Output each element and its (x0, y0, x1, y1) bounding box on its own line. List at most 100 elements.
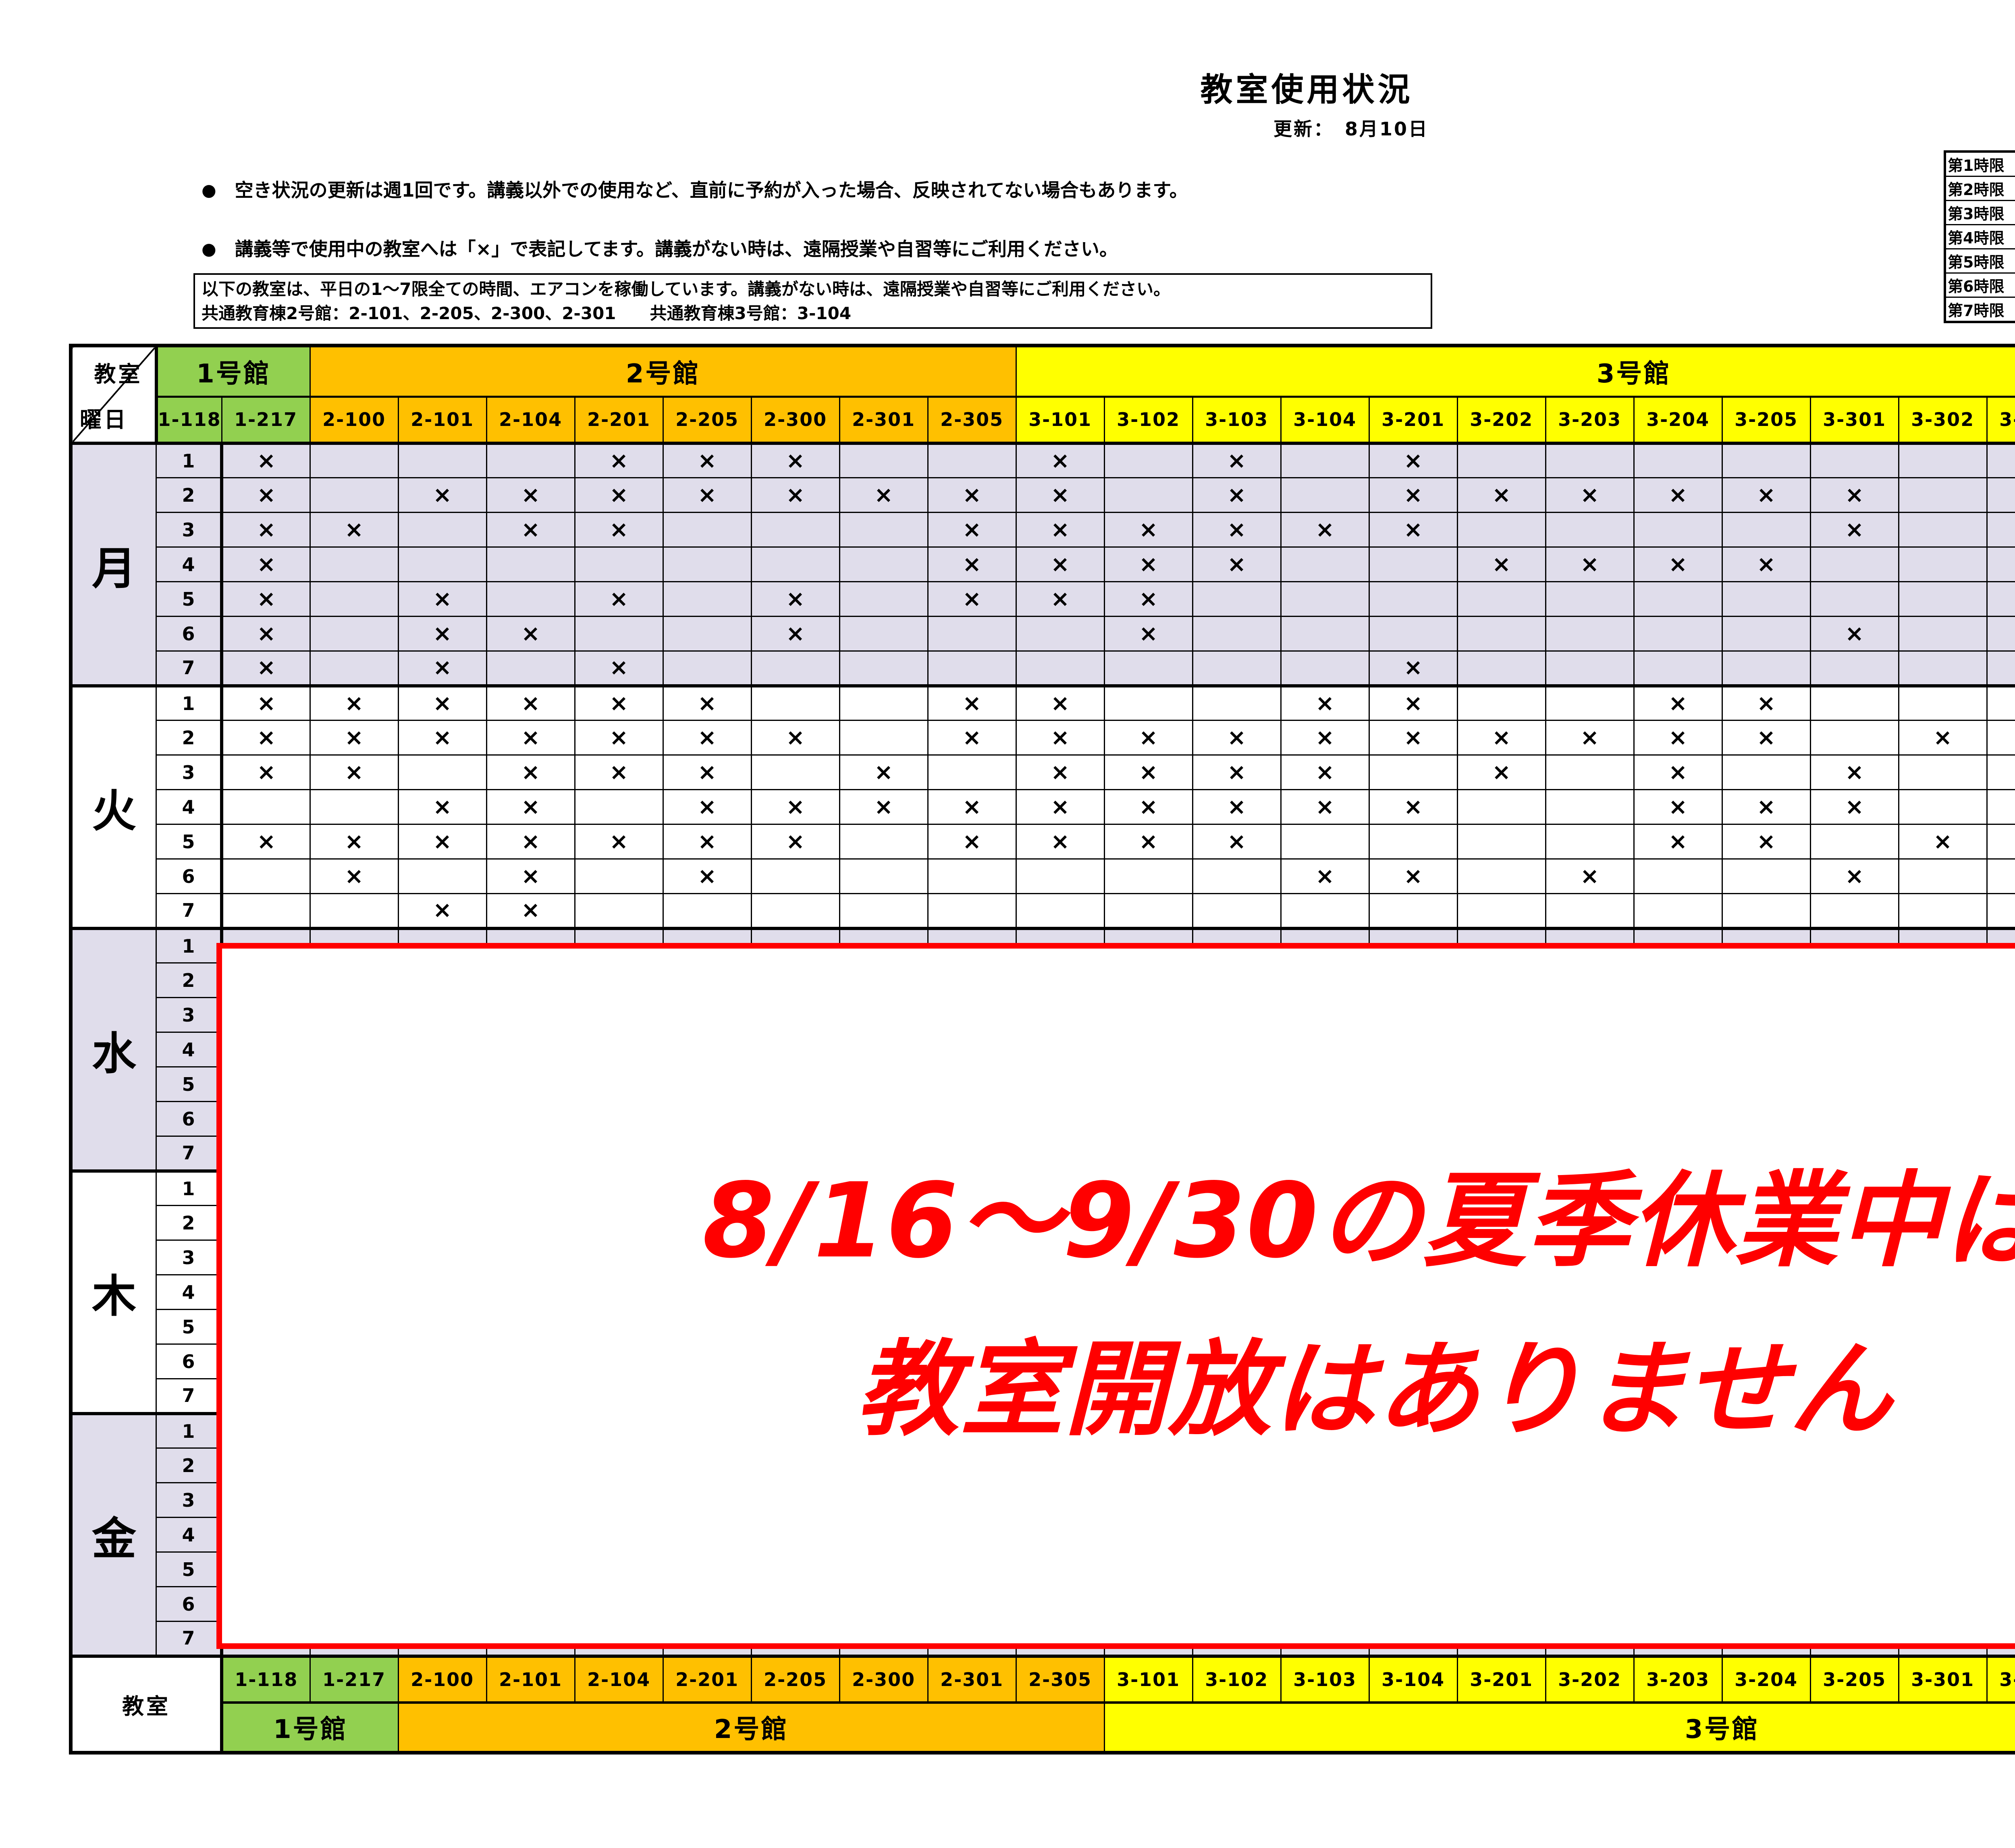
usage-cell (1368, 581, 1458, 617)
bottom-room-row: 教室 1-118 1-217 2-100 2-101 2-104 2-201 2-205 2-3… (70, 1654, 2015, 1753)
usage-cell (1280, 441, 1370, 478)
bottom-room-cell: 3-203 (1633, 1654, 1723, 1703)
usage-cell (839, 720, 929, 756)
usage-row: 7 × × × × (71, 650, 2015, 686)
usage-cell (1545, 650, 1635, 686)
usage-cell: × (1015, 789, 1105, 825)
usage-cell (309, 650, 399, 686)
period-number: 2 (156, 720, 224, 756)
usage-cell (1809, 441, 1899, 478)
usage-cell (927, 616, 1017, 652)
period-number: 6 (156, 1101, 224, 1137)
usage-row: 火1×××××××××××××××× (70, 684, 2015, 929)
usage-cell: × (1721, 477, 1811, 513)
bottom-room-cell: 3-104 (1368, 1654, 1458, 1703)
usage-cell (1633, 512, 1723, 548)
period-time-row: 第3時限12：50～14：20 (1944, 200, 2015, 225)
usage-cell: × (486, 858, 575, 894)
room-header-cell: 2-104 (486, 396, 575, 444)
usage-cell: × (309, 720, 399, 756)
usage-cell (750, 546, 840, 582)
usage-cell (1368, 546, 1458, 582)
usage-cell (1103, 893, 1193, 929)
usage-cell: × (1986, 720, 2015, 756)
usage-cell: × (662, 858, 752, 894)
room-header-cell: 2-201 (574, 396, 664, 444)
room-header-cell: 3-104 (1280, 396, 1370, 444)
bottom-building-cell: 1号館 (221, 1701, 399, 1753)
usage-cell (1809, 650, 1899, 686)
usage-cell (1986, 754, 2015, 790)
period-number: 4 (156, 1274, 224, 1310)
usage-cell (1898, 754, 1988, 790)
corner-cell: 教室 曜日 (70, 345, 158, 444)
bottom-room-cell: 3-302 (1986, 1654, 2015, 1703)
usage-cell (221, 893, 311, 929)
usage-cell (927, 893, 1017, 929)
usage-cell: × (574, 650, 664, 686)
usage-cell: × (927, 546, 1017, 582)
usage-cell (1545, 684, 1635, 721)
usage-cell (1192, 893, 1282, 929)
usage-cell (1633, 650, 1723, 686)
usage-cell: × (662, 720, 752, 756)
usage-cell (1280, 650, 1370, 686)
usage-cell (1103, 858, 1193, 894)
note-availability-text: 空き状況の更新は週1回です。講義以外での使用など、直前に予約が入った場合、反映さ… (235, 179, 1188, 201)
usage-cell: × (221, 581, 311, 617)
usage-cell (1545, 824, 1635, 860)
usage-cell: × (927, 581, 1017, 617)
usage-cell (1015, 858, 1105, 894)
usage-cell (1368, 893, 1458, 929)
usage-cell: × (1721, 684, 1811, 721)
period-time-row: 第1時限8：30～10：00 (1944, 151, 2015, 177)
period-number: 5 (156, 1551, 224, 1587)
closure-overlay: 8/16～9/30の夏季休業中は 教室開放はありません (216, 943, 2015, 1649)
usage-cell (1456, 893, 1546, 929)
usage-cell: × (574, 754, 664, 790)
usage-cell: × (1633, 684, 1723, 721)
usage-cell: × (839, 789, 929, 825)
period-time-row: 第5時限16：20～17：50 (1944, 248, 2015, 274)
usage-cell: × (1898, 720, 1988, 756)
period-label: 第1時限 (1944, 151, 2015, 177)
room-header-cell: 3-102 (1103, 396, 1193, 444)
usage-row: 2××××××××××××××××××××× (71, 477, 2015, 513)
room-header-cell: 3-301 (1809, 396, 1899, 444)
period-time-row: 第2時限10：20～11：50 (1944, 176, 2015, 201)
usage-cell: × (750, 441, 840, 478)
usage-cell: × (574, 581, 664, 617)
period-times-table: 第1時限8：30～10：00第2時限10：20～11：50第3時限12：50～1… (1944, 150, 2015, 323)
usage-cell (1456, 512, 1546, 548)
usage-cell: × (1015, 754, 1105, 790)
usage-cell: × (1368, 477, 1458, 513)
period-number: 6 (156, 1343, 224, 1379)
usage-cell (662, 546, 752, 582)
usage-cell: × (662, 684, 752, 721)
day-label: 水 (70, 926, 157, 1171)
period-number: 6 (156, 616, 224, 652)
usage-cell: × (486, 824, 575, 860)
bottom-room-cell: 1-217 (309, 1654, 399, 1703)
period-label: 第6時限 (1944, 272, 2015, 298)
room-header-cell: 3-101 (1015, 396, 1105, 444)
usage-cell: × (1103, 824, 1193, 860)
usage-cell: × (1192, 754, 1282, 790)
usage-cell (1898, 546, 1988, 582)
room-header-cell: 3-303 (1986, 396, 2015, 444)
usage-cell: × (397, 616, 487, 652)
room-header-cell: 2-305 (927, 396, 1017, 444)
usage-row: 月1×××××××× (70, 441, 2015, 686)
usage-cell (397, 858, 487, 894)
room-header-cell: 1-217 (221, 396, 311, 444)
usage-cell (1721, 512, 1811, 548)
usage-cell (1545, 441, 1635, 478)
usage-cell: × (397, 684, 487, 721)
usage-cell (1280, 477, 1370, 513)
usage-cell (1103, 441, 1193, 478)
period-number: 3 (156, 754, 224, 790)
update-date: 更新： 8月10日 (1273, 118, 1429, 140)
usage-cell: × (1456, 720, 1546, 756)
usage-cell (486, 546, 575, 582)
usage-cell (1015, 893, 1105, 929)
